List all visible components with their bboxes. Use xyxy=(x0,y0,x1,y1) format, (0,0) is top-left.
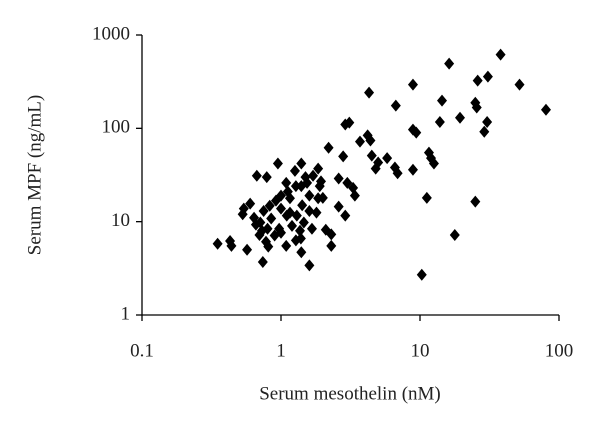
point xyxy=(249,211,260,224)
point xyxy=(289,164,300,177)
point xyxy=(281,176,292,189)
point xyxy=(295,224,306,237)
point xyxy=(370,162,381,175)
point xyxy=(264,199,275,212)
point xyxy=(340,209,351,222)
point xyxy=(407,78,418,91)
x-tick-label: 100 xyxy=(545,340,574,361)
point xyxy=(434,115,445,128)
point xyxy=(262,222,273,235)
point xyxy=(254,228,265,241)
point xyxy=(479,125,490,138)
point xyxy=(304,259,315,272)
point xyxy=(472,74,483,87)
point xyxy=(284,206,295,219)
point xyxy=(297,199,308,212)
point xyxy=(482,70,493,83)
point xyxy=(390,99,401,112)
point xyxy=(255,216,266,229)
point xyxy=(444,57,455,70)
point xyxy=(295,232,306,245)
point xyxy=(320,223,331,236)
point xyxy=(300,171,311,184)
point xyxy=(306,222,317,235)
point xyxy=(333,200,344,213)
point xyxy=(392,167,403,180)
point xyxy=(326,239,337,252)
point xyxy=(316,175,327,188)
point xyxy=(287,219,298,232)
point xyxy=(323,141,334,154)
point xyxy=(338,150,349,163)
point xyxy=(238,202,249,215)
point xyxy=(540,103,551,116)
point xyxy=(290,180,301,193)
point xyxy=(354,135,365,148)
point xyxy=(284,192,295,205)
point xyxy=(212,237,223,250)
y-tick-label: 100 xyxy=(102,117,131,138)
point xyxy=(364,86,375,99)
point xyxy=(313,192,324,205)
y-tick-label: 10 xyxy=(111,210,130,231)
point xyxy=(470,195,481,208)
point xyxy=(421,191,432,204)
point xyxy=(263,240,274,253)
point xyxy=(276,189,286,202)
point xyxy=(272,157,283,170)
x-axis-label: Serum mesothelin (nM) xyxy=(259,383,441,404)
point xyxy=(366,149,377,162)
point xyxy=(298,216,309,229)
point xyxy=(455,111,466,124)
point xyxy=(382,152,393,165)
point xyxy=(251,169,262,182)
x-tick-label: 0.1 xyxy=(130,340,154,361)
y-tick-label: 1 xyxy=(121,303,131,324)
x-tick-label: 1 xyxy=(276,340,286,361)
point xyxy=(437,94,448,107)
point xyxy=(274,222,285,235)
point xyxy=(296,157,307,170)
point xyxy=(308,169,319,182)
point xyxy=(416,268,427,281)
point xyxy=(245,197,256,210)
point xyxy=(281,239,292,252)
point xyxy=(304,205,315,218)
point xyxy=(482,115,493,128)
point xyxy=(261,171,272,184)
point xyxy=(407,163,418,176)
point xyxy=(340,118,351,131)
point xyxy=(257,255,268,268)
point xyxy=(258,205,269,218)
point xyxy=(342,176,353,189)
point xyxy=(242,243,253,256)
point xyxy=(296,246,307,259)
point xyxy=(428,157,439,170)
point xyxy=(311,206,322,219)
y-axis-label: Serum MPF (ng/mL) xyxy=(24,95,45,255)
point xyxy=(333,172,344,185)
point xyxy=(276,202,286,215)
point xyxy=(411,126,422,139)
point xyxy=(495,48,506,61)
point xyxy=(449,228,460,241)
point xyxy=(304,189,315,202)
y-tick-label: 1000 xyxy=(92,23,130,44)
point xyxy=(266,212,277,225)
point xyxy=(514,78,525,91)
x-tick-label: 10 xyxy=(411,340,430,361)
point xyxy=(365,134,376,147)
point xyxy=(226,239,237,252)
point xyxy=(313,162,324,175)
point xyxy=(471,101,482,114)
